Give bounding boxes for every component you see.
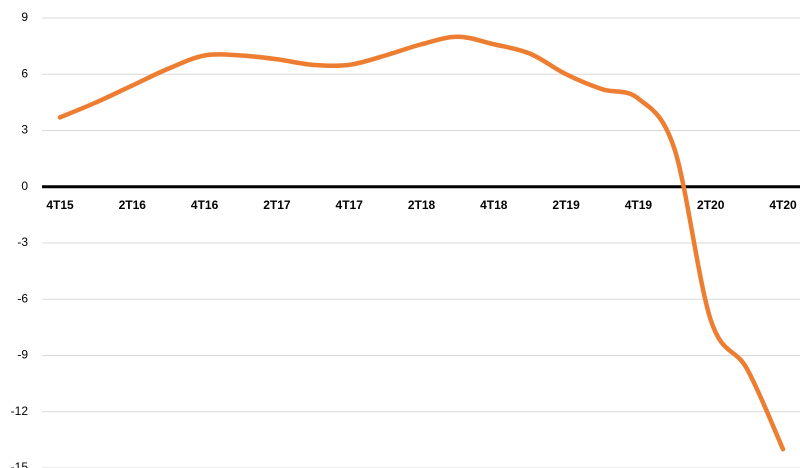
data-line bbox=[57, 34, 786, 452]
y-tick-label: 6 bbox=[21, 66, 28, 80]
y-tick-label: 3 bbox=[21, 123, 28, 137]
y-tick-label: 9 bbox=[21, 10, 28, 24]
x-tick-label: 4T16 bbox=[191, 198, 219, 212]
y-tick-label: -3 bbox=[17, 235, 28, 249]
y-tick-label: -6 bbox=[17, 291, 28, 305]
y-tick-label: -9 bbox=[17, 348, 28, 362]
x-tick-label: 2T19 bbox=[552, 198, 580, 212]
x-tick-label: 4T18 bbox=[480, 198, 508, 212]
y-tick-label: -15 bbox=[11, 460, 29, 468]
x-tick-label: 2T18 bbox=[408, 198, 436, 212]
x-tick-label: 2T16 bbox=[119, 198, 147, 212]
x-tick-label: 2T17 bbox=[263, 198, 291, 212]
y-tick-label: -12 bbox=[11, 404, 29, 418]
x-tick-label: 4T19 bbox=[625, 198, 653, 212]
x-tick-label: 4T15 bbox=[46, 198, 74, 212]
x-tick-label: 2T20 bbox=[697, 198, 725, 212]
y-tick-label: 0 bbox=[21, 179, 28, 193]
x-tick-label: 4T17 bbox=[336, 198, 364, 212]
x-tick-label: 4T20 bbox=[769, 198, 797, 212]
